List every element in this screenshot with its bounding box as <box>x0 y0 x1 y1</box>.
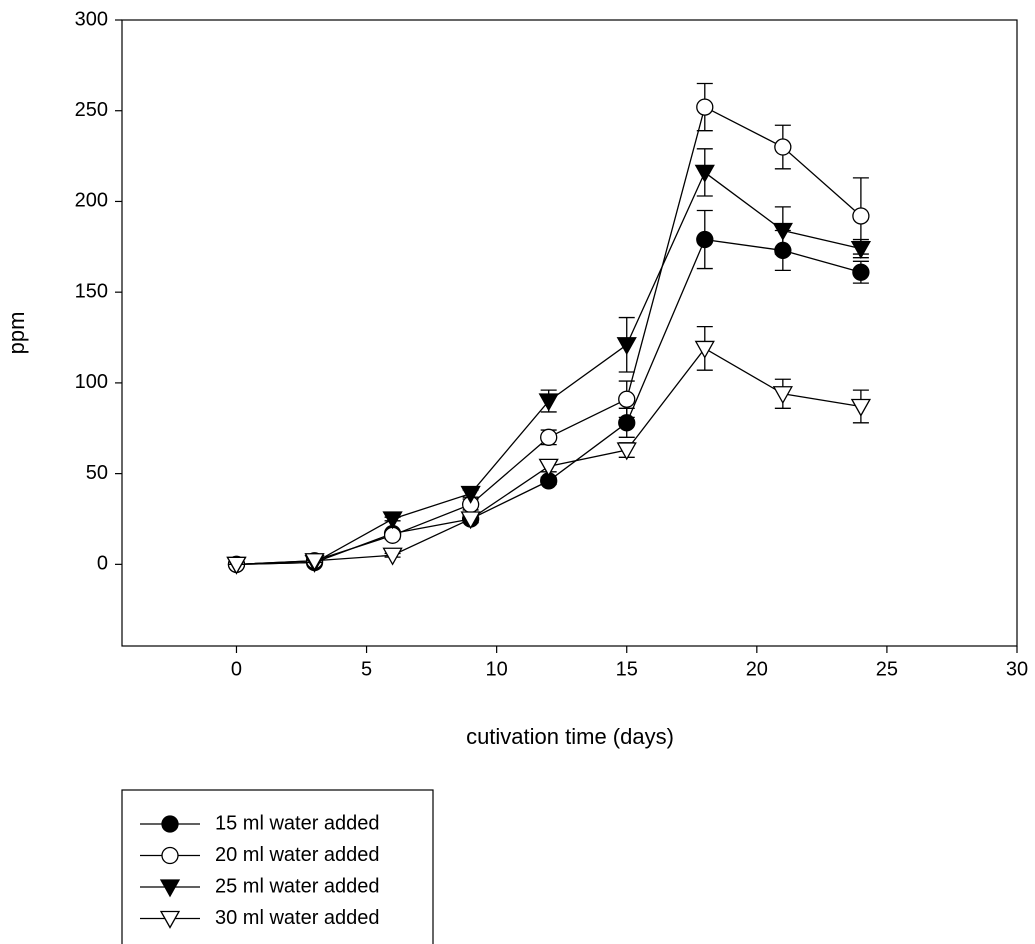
legend-label: 30 ml water added <box>215 907 380 929</box>
plot-frame <box>122 20 1017 646</box>
y-tick-label: 250 <box>75 99 108 121</box>
marker <box>384 512 402 528</box>
marker <box>852 242 870 258</box>
series-line <box>236 107 860 564</box>
marker <box>853 208 869 224</box>
y-tick-label: 200 <box>75 190 108 212</box>
x-tick-label: 0 <box>231 658 242 680</box>
marker <box>775 139 791 155</box>
legend-label: 15 ml water added <box>215 812 380 834</box>
series-line <box>236 172 860 564</box>
x-tick-label: 30 <box>1006 658 1028 680</box>
y-tick-label: 0 <box>97 553 108 575</box>
legend-marker <box>162 816 178 832</box>
x-tick-label: 20 <box>746 658 768 680</box>
y-tick-label: 50 <box>86 462 108 484</box>
marker <box>540 459 558 475</box>
y-tick-label: 150 <box>75 280 108 302</box>
marker <box>385 527 401 543</box>
y-tick-label: 100 <box>75 371 108 393</box>
marker <box>852 399 870 415</box>
x-tick-label: 15 <box>616 658 638 680</box>
marker <box>618 338 636 354</box>
y-tick-label: 300 <box>75 8 108 30</box>
x-axis-label: cutivation time (days) <box>466 724 674 749</box>
marker <box>696 165 714 181</box>
marker <box>697 99 713 115</box>
x-tick-label: 10 <box>486 658 508 680</box>
marker <box>619 391 635 407</box>
marker <box>696 341 714 357</box>
marker <box>853 264 869 280</box>
series-line <box>236 348 860 564</box>
chart: cutivation time (days) ppm 0510152025300… <box>0 0 1035 944</box>
legend-marker <box>162 848 178 864</box>
legend-label: 20 ml water added <box>215 844 380 866</box>
y-axis-label: ppm <box>4 312 29 355</box>
x-tick-label: 5 <box>361 658 372 680</box>
marker <box>541 429 557 445</box>
marker <box>697 232 713 248</box>
legend-label: 25 ml water added <box>215 875 380 897</box>
x-tick-label: 25 <box>876 658 898 680</box>
